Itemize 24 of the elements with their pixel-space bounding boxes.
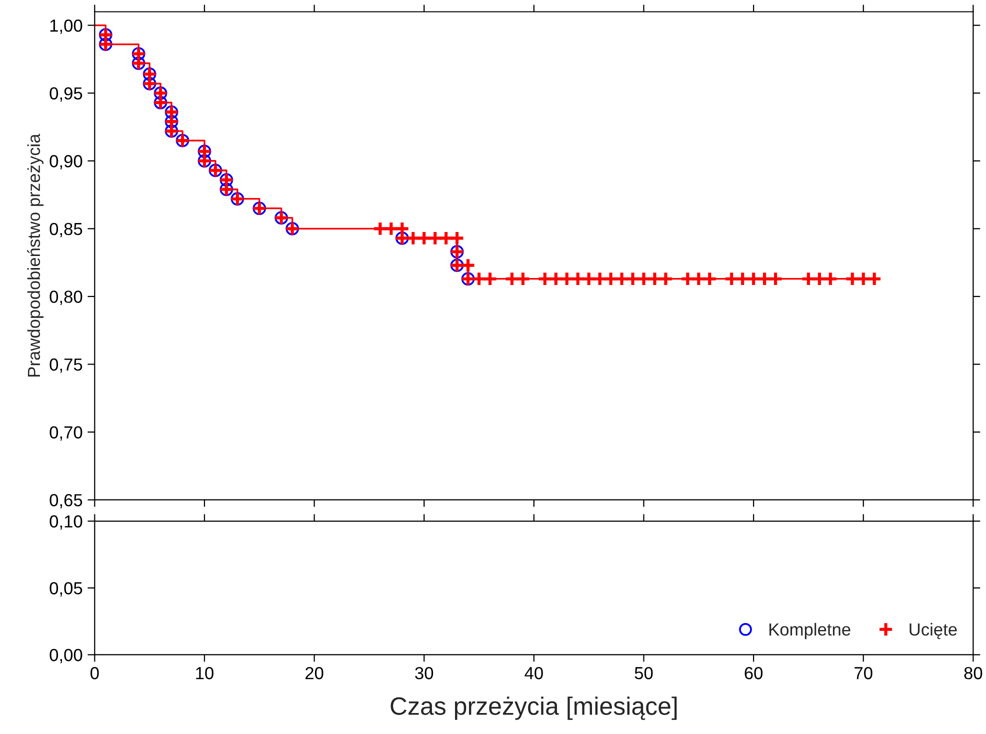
y-tick-label: 0,05: [50, 582, 82, 596]
y-tick-label: 1,00: [50, 19, 82, 34]
y-tick-label: 0,75: [50, 358, 82, 373]
legend-label: Kompletne: [769, 622, 850, 640]
y-tick-label: 0,80: [50, 290, 82, 305]
y-tick-label: 0,00: [50, 648, 82, 664]
y-tick-label: 0,90: [50, 155, 82, 170]
legend-label: Ucięte: [910, 622, 957, 640]
y-tick-label: 0,65: [50, 494, 82, 508]
y-tick-label: 0,95: [50, 87, 82, 102]
x-tick-label: 40: [524, 666, 543, 680]
x-tick-label: 50: [634, 666, 653, 680]
x-tick-label: 10: [196, 666, 214, 680]
x-tick-label: 0: [90, 666, 99, 680]
y-tick-label: 0,85: [50, 222, 82, 238]
x-axis-title: Czas przeżycia [miesiące]: [390, 696, 677, 720]
y-axis-title: Prawdopodobieństwo przeżycia: [27, 134, 44, 376]
x-tick-label: 30: [415, 666, 434, 680]
y-tick-label: 0,10: [50, 515, 82, 530]
y-tick-label: 0,70: [50, 426, 82, 441]
x-tick-label: 80: [964, 666, 982, 680]
x-tick-label: 60: [744, 666, 763, 680]
x-tick-label: 70: [854, 666, 872, 680]
x-tick-label: 20: [306, 666, 324, 680]
